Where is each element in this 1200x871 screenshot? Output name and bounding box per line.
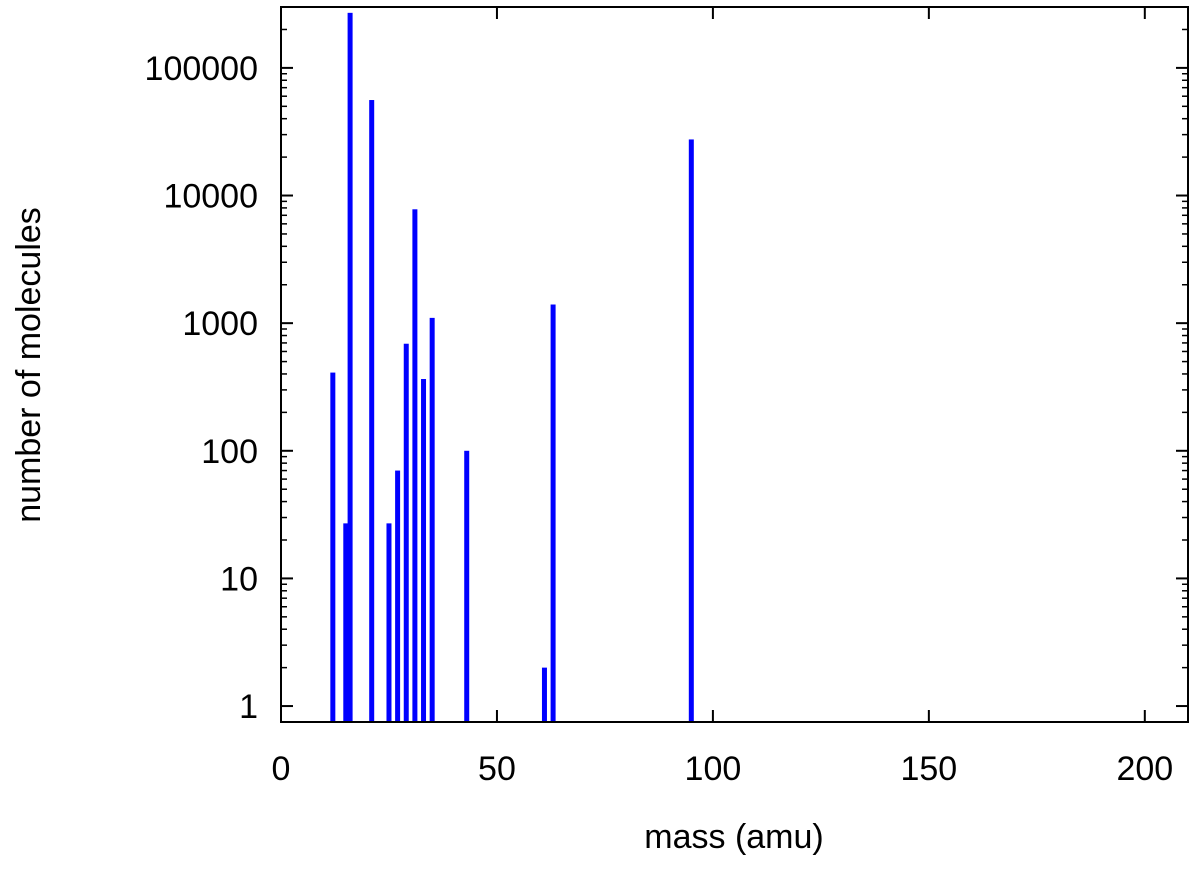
bar-mass-16 <box>347 12 353 722</box>
x-tick-label: 150 <box>900 750 957 788</box>
bar-mass-63 <box>550 304 556 722</box>
bar-mass-21 <box>369 100 375 722</box>
x-tick-label: 100 <box>685 750 742 788</box>
y-tick-label: 100 <box>201 433 258 471</box>
bar-mass-27 <box>395 470 401 722</box>
y-axis-label: number of molecules <box>10 207 48 523</box>
bar-mass-12 <box>330 372 336 722</box>
ticks-layer <box>280 6 1188 722</box>
bar-mass-25 <box>386 523 392 722</box>
bar-mass-61 <box>541 667 547 722</box>
y-tick-label: 1000 <box>182 305 258 343</box>
bar-mass-29 <box>403 343 409 722</box>
y-tick-label: 1 <box>239 688 258 726</box>
bar-mass-15 <box>343 523 349 722</box>
x-tick-label: 0 <box>272 750 291 788</box>
y-tick-label: 10 <box>220 560 258 598</box>
bars-layer <box>330 12 694 723</box>
plot-frame <box>280 6 1189 723</box>
labels-layer: 0 50 100 150 200 1 10 100 1000 10000 100000 <box>145 50 1174 788</box>
y-tick-label: 100000 <box>145 50 258 88</box>
bar-mass-33 <box>421 379 427 722</box>
bar-mass-31 <box>412 209 418 723</box>
bar-mass-95 <box>688 139 694 722</box>
bar-mass-43 <box>464 450 470 722</box>
bar-mass-35 <box>429 317 435 722</box>
y-tick-label: 10000 <box>163 178 258 216</box>
x-tick-label: 200 <box>1116 750 1173 788</box>
x-axis-label: mass (amu) <box>644 818 823 856</box>
x-tick-label: 50 <box>478 750 516 788</box>
